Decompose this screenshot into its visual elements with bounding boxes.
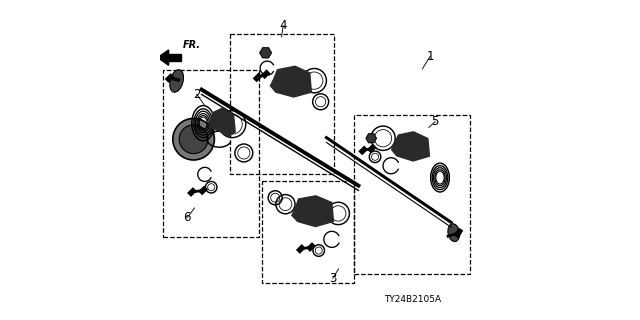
Text: 6: 6 — [184, 211, 191, 224]
Polygon shape — [366, 134, 376, 143]
Polygon shape — [270, 66, 312, 97]
Text: 1: 1 — [427, 50, 434, 62]
Ellipse shape — [170, 70, 184, 92]
Text: FR.: FR. — [182, 40, 200, 50]
Bar — [354, 115, 470, 274]
Circle shape — [262, 50, 269, 56]
Text: TY24B2105A: TY24B2105A — [385, 295, 442, 304]
Text: 4: 4 — [280, 19, 287, 32]
Polygon shape — [260, 48, 271, 58]
Text: 5: 5 — [431, 115, 439, 128]
Circle shape — [179, 125, 208, 154]
Bar — [163, 70, 259, 237]
Polygon shape — [210, 108, 236, 136]
Text: 3: 3 — [329, 272, 337, 285]
Ellipse shape — [448, 224, 460, 242]
Text: 2: 2 — [193, 88, 200, 101]
Polygon shape — [292, 196, 333, 227]
Polygon shape — [392, 132, 429, 161]
Circle shape — [173, 118, 214, 160]
Polygon shape — [165, 54, 181, 61]
Polygon shape — [157, 50, 169, 65]
